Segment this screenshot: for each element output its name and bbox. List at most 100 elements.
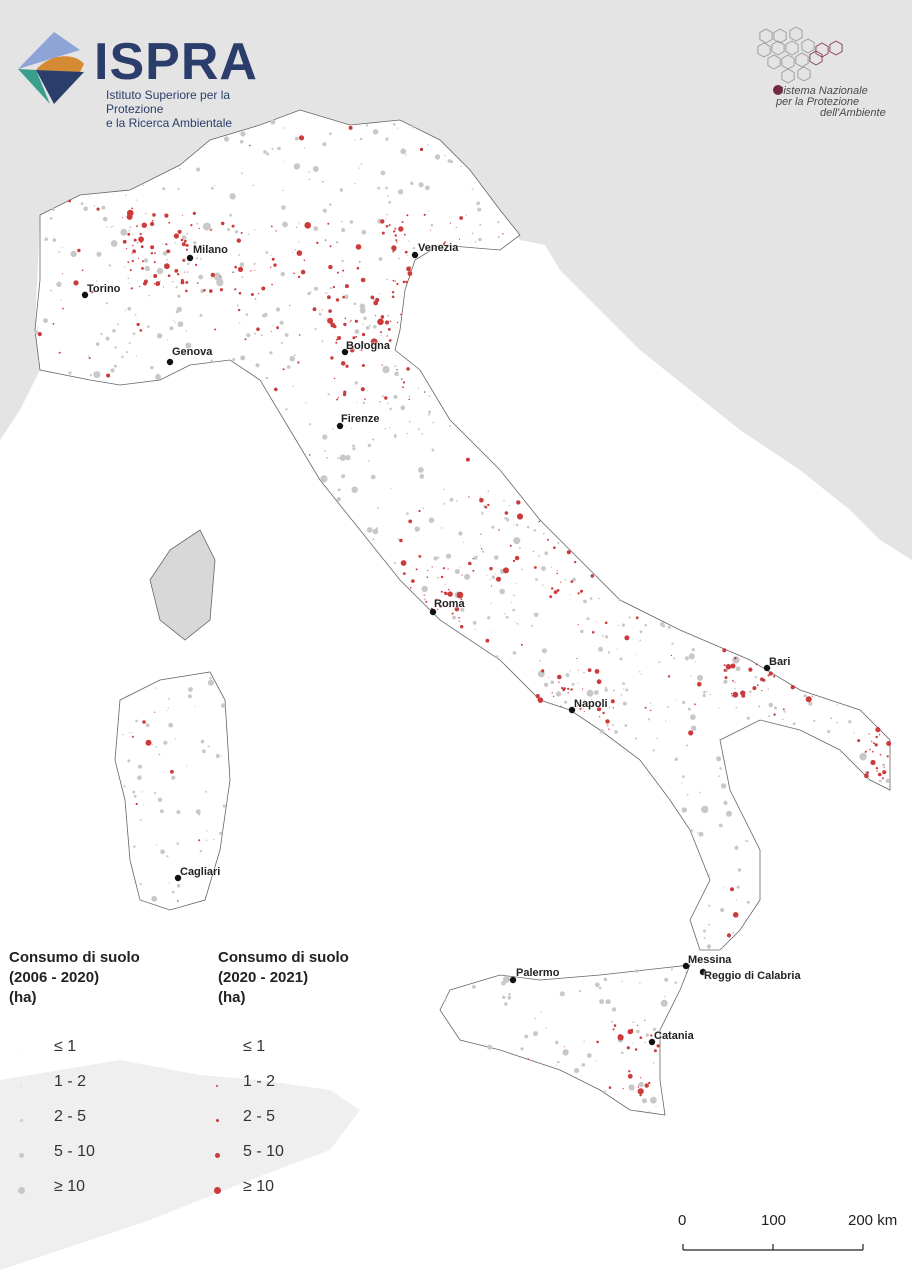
hexagon-icon: [771, 40, 785, 56]
consumption-dot-2006-2020: [120, 228, 128, 236]
consumption-dot-2006-2020: [358, 167, 360, 169]
consumption-dot-2006-2020: [423, 598, 426, 601]
city-label-messina: Messina: [688, 954, 732, 966]
city-label-catania: Catania: [654, 1030, 694, 1042]
consumption-dot-2006-2020: [314, 286, 319, 291]
consumption-dot-2020-2021: [406, 214, 409, 217]
consumption-dot-2020-2021: [352, 336, 356, 340]
consumption-dot-2006-2020: [199, 849, 203, 853]
consumption-dot-2020-2021: [509, 544, 512, 547]
consumption-dot-2006-2020: [205, 839, 208, 841]
consumption-dot-2020-2021: [91, 290, 94, 294]
consumption-dot-2006-2020: [147, 325, 150, 329]
consumption-dot-2020-2021: [456, 591, 464, 599]
consumption-dot-2020-2021: [571, 688, 573, 691]
consumption-dot-2020-2021: [442, 567, 445, 570]
consumption-dot-2006-2020: [240, 172, 243, 175]
consumption-dot-2006-2020: [749, 690, 752, 694]
consumption-dot-2020-2021: [344, 284, 349, 289]
consumption-dot-2006-2020: [490, 602, 492, 604]
consumption-dot-2006-2020: [156, 844, 158, 846]
city-marker: [411, 251, 419, 259]
consumption-dot-2006-2020: [309, 423, 312, 426]
consumption-dot-2020-2021: [876, 727, 878, 729]
consumption-dot-2020-2021: [327, 317, 334, 324]
consumption-dot-2006-2020: [215, 275, 223, 282]
consumption-dot-2020-2021: [644, 1019, 646, 1022]
consumption-dot-2020-2021: [866, 771, 869, 774]
consumption-dot-2020-2021: [755, 663, 758, 666]
consumption-dot-2006-2020: [803, 694, 807, 698]
legend-swatch: [20, 1085, 22, 1087]
consumption-dot-2006-2020: [127, 306, 132, 311]
consumption-dot-2020-2021: [270, 266, 272, 268]
consumption-dot-2020-2021: [709, 693, 711, 695]
consumption-dot-2006-2020: [721, 946, 723, 948]
consumption-dot-2006-2020: [507, 996, 512, 1000]
consumption-dot-2006-2020: [372, 528, 379, 535]
consumption-dot-2020-2021: [444, 241, 446, 243]
consumption-dot-2020-2021: [364, 398, 366, 401]
italy: [34, 109, 891, 1116]
consumption-dot-2020-2021: [379, 401, 381, 403]
consumption-dot-2006-2020: [207, 745, 210, 748]
consumption-dot-2006-2020: [382, 365, 390, 374]
consumption-dot-2020-2021: [734, 657, 737, 660]
consumption-dot-2006-2020: [569, 594, 571, 596]
city-marker: [699, 968, 707, 976]
consumption-dot-2006-2020: [199, 313, 203, 317]
consumption-dot-2006-2020: [232, 358, 236, 361]
consumption-dot-2006-2020: [52, 238, 57, 242]
consumption-dot-2006-2020: [781, 718, 784, 721]
consumption-dot-2006-2020: [444, 583, 447, 586]
consumption-dot-2006-2020: [478, 237, 482, 242]
consumption-dot-2020-2021: [489, 566, 493, 571]
consumption-dot-2020-2021: [62, 307, 64, 310]
consumption-dot-2006-2020: [688, 653, 695, 660]
legend-class-label: ≤ 1: [54, 1038, 77, 1055]
consumption-dot-2006-2020: [512, 651, 517, 655]
consumption-dot-2006-2020: [169, 326, 174, 331]
consumption-dot-2006-2020: [631, 727, 633, 729]
consumption-dot-2020-2021: [335, 341, 338, 344]
consumption-dot-2020-2021: [503, 567, 509, 574]
consumption-dot-2006-2020: [123, 785, 126, 788]
consumption-dot-2006-2020: [427, 144, 429, 146]
consumption-dot-2006-2020: [385, 186, 388, 190]
consumption-dot-2020-2021: [359, 261, 361, 263]
consumption-dot-2006-2020: [292, 385, 294, 387]
consumption-dot-2006-2020: [581, 1063, 586, 1067]
consumption-dot-2020-2021: [155, 281, 161, 287]
consumption-dot-2020-2021: [560, 705, 562, 707]
consumption-dot-2020-2021: [342, 295, 345, 299]
consumption-dot-2006-2020: [365, 124, 369, 127]
consumption-dot-2020-2021: [611, 1021, 613, 1023]
consumption-dot-2006-2020: [294, 248, 297, 251]
consumption-dot-2006-2020: [239, 322, 241, 324]
consumption-dot-2006-2020: [603, 1090, 606, 1094]
consumption-dot-2006-2020: [433, 556, 438, 561]
consumption-dot-2020-2021: [596, 679, 602, 685]
consumption-dot-2006-2020: [502, 995, 506, 999]
consumption-dot-2006-2020: [155, 745, 158, 748]
consumption-dot-2006-2020: [443, 488, 446, 491]
consumption-dot-2006-2020: [160, 849, 166, 855]
hexagon-icon: [797, 66, 811, 82]
consumption-dot-2020-2021: [270, 331, 272, 333]
legend-swatch: [20, 1119, 23, 1122]
consumption-dot-2020-2021: [135, 802, 138, 806]
consumption-dot-2006-2020: [583, 599, 587, 604]
consumption-dot-2006-2020: [471, 188, 474, 190]
consumption-dot-2020-2021: [136, 242, 139, 244]
consumption-dot-2020-2021: [303, 259, 306, 262]
consumption-dot-2006-2020: [604, 686, 607, 690]
snpa-line: Sistema Nazionale: [776, 85, 868, 97]
consumption-dot-2006-2020: [701, 805, 709, 814]
consumption-dot-2020-2021: [761, 690, 763, 692]
consumption-dot-2006-2020: [706, 690, 708, 693]
consumption-dot-2020-2021: [337, 396, 339, 399]
europe-north-land: [0, 0, 912, 560]
consumption-dot-2006-2020: [134, 314, 137, 316]
consumption-dot-2020-2021: [604, 621, 608, 625]
consumption-dot-2006-2020: [620, 694, 623, 696]
